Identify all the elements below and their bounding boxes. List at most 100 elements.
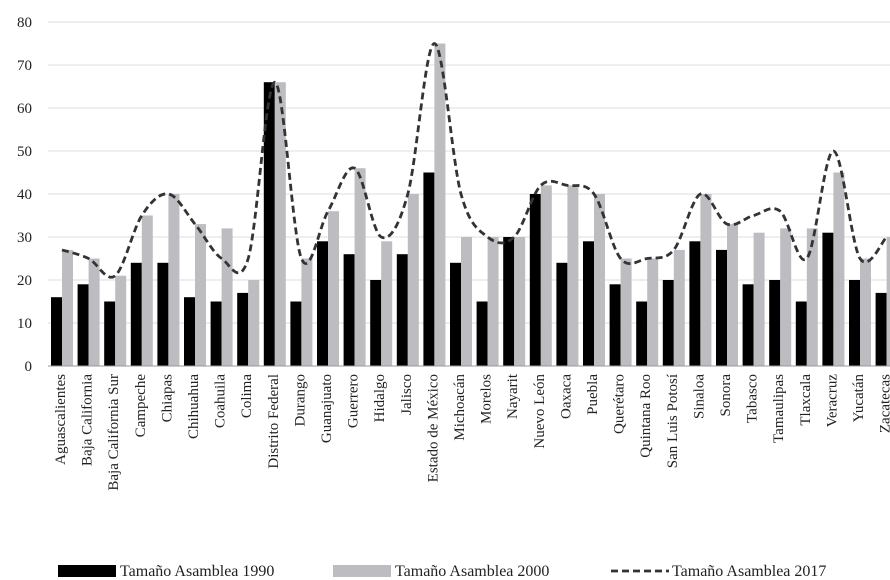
x-tick-label: Zacatecas [878,374,890,433]
x-tick-label: Estado de México [425,374,441,482]
bar-1990-3 [130,262,142,366]
x-tick-label: San Luis Potosí [665,374,681,468]
bar-2000-19 [567,185,579,366]
x-tick-label: Puebla [585,374,601,415]
bar-1990-26 [742,284,754,366]
bar-1990-9 [290,301,302,366]
bar-2000-12 [381,241,393,366]
x-tick-label: Chiapas [159,374,175,422]
y-tick-label: 80 [17,15,32,31]
y-axis-ticks: 0 10 20 30 40 50 60 70 80 [17,15,32,375]
x-tick-label: Colima [239,374,255,419]
x-tick-label: Durango [292,374,308,427]
bar-1990-8 [263,82,275,366]
legend-label-2000: Tamaño Asamblea 2000 [395,563,549,580]
bar-2000-18 [540,185,552,366]
y-tick-label: 20 [17,273,32,289]
bar-1990-13 [396,254,408,366]
legend-item-2017: Tamaño Asamblea 2017 [611,563,826,580]
bar-2000-8 [274,82,286,366]
bar-1990-17 [503,237,515,366]
bar-1990-7 [237,292,249,366]
x-tick-label: Chihuahua [186,374,202,439]
bar-1990-29 [822,232,834,366]
x-tick-label: Nayarit [505,373,521,419]
y-tick-label: 60 [17,101,32,117]
bar-2000-23 [673,249,685,366]
legend-swatch-1990 [58,565,116,577]
legend-swatch-2000 [333,565,391,577]
bar-1990-0 [51,297,62,366]
bar-1990-5 [184,297,195,366]
x-tick-label: Querétaro [612,374,628,434]
bar-2000-2 [115,275,127,366]
y-tick-label: 50 [17,144,32,160]
x-tick-label: Veracruz [824,374,840,428]
x-tick-label: Sinaloa [691,374,707,419]
bar-2000-3 [141,215,153,366]
bar-2000-4 [168,194,180,366]
legend-item-1990: Tamaño Asamblea 1990 [58,563,274,580]
legend-label-2017: Tamaño Asamblea 2017 [672,563,826,580]
series-2017-line [61,42,888,279]
x-tick-label: Jalisco [399,374,415,415]
x-tick-label: Baja California Sur [106,374,122,491]
y-tick-label: 30 [17,230,32,246]
x-tick-label: Quintana Roo [638,374,654,458]
bar-1990-23 [662,280,674,366]
bar-2000-6 [221,228,233,366]
y-tick-label: 70 [17,58,32,74]
x-tick-label: Oaxaca [558,374,574,419]
bar-1990-22 [636,301,648,366]
bar-1990-19 [556,262,568,366]
x-tick-label: Tlaxcala [798,374,814,426]
bar-1990-12 [370,280,382,366]
bar-2000-30 [860,258,871,366]
legend-item-2000: Tamaño Asamblea 2000 [333,563,549,580]
bar-2000-26 [753,232,765,366]
y-tick-label: 10 [17,316,32,332]
bar-2000-21 [620,258,632,366]
bar-2000-5 [195,224,206,366]
bar-2000-13 [407,194,419,366]
bar-1990-21 [609,284,621,366]
bar-1990-28 [795,301,807,366]
legend-label-1990: Tamaño Asamblea 1990 [120,563,274,580]
bar-2000-15 [461,237,472,366]
bar-2000-9 [301,258,313,366]
y-tick-label: 0 [25,359,33,375]
x-tick-label: Aguascalientes [53,374,69,465]
series-1990-bars [51,82,887,366]
x-tick-label: Campeche [133,374,149,438]
bar-2000-29 [833,172,845,366]
bar-1990-6 [210,301,222,366]
x-tick-label: Tabasco [745,374,761,423]
bar-1990-4 [157,262,169,366]
bar-1990-14 [423,172,435,366]
bar-2000-17 [514,237,526,366]
bar-2000-7 [248,280,260,366]
bar-2000-11 [354,168,366,366]
bar-1990-15 [450,262,461,366]
x-tick-label: Hidalgo [372,374,388,422]
bar-2000-24 [700,194,712,366]
x-tick-label: Baja California [80,374,96,466]
bar-2000-31 [886,237,890,366]
bar-1990-27 [769,280,781,366]
x-tick-label: Sonora [718,374,734,417]
series-2000-bars [62,43,890,366]
x-tick-label: Morelos [479,374,495,424]
x-tick-label: Guerrero [346,374,362,428]
bar-2000-22 [647,258,659,366]
x-tick-label: Yucatán [851,374,867,423]
bar-1990-10 [317,241,328,366]
bar-1990-20 [583,241,594,366]
bar-2000-0 [62,249,73,366]
bar-2000-28 [806,228,818,366]
bar-1990-2 [104,301,116,366]
bar-1990-1 [77,284,89,366]
bar-1990-11 [343,254,355,366]
bar-1990-16 [476,301,488,366]
bar-1990-24 [689,241,701,366]
